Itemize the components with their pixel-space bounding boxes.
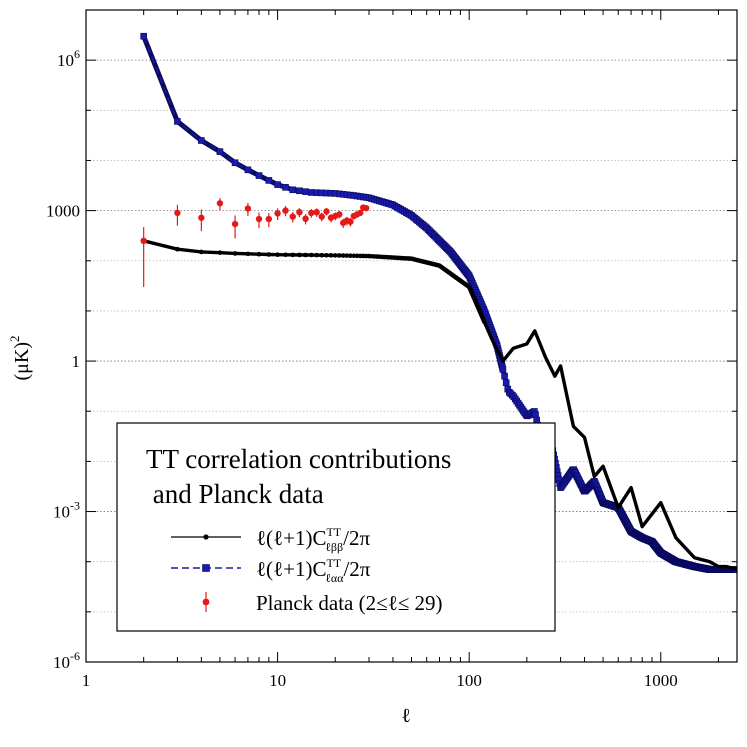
series-alpha-marker — [296, 187, 303, 195]
x-tick-label: 10 — [269, 671, 286, 690]
series-alpha-marker — [231, 159, 239, 167]
legend-entry-beta-suffix: /2π — [343, 526, 370, 550]
y-axis-label-exp: 2 — [7, 336, 22, 343]
series-beta-marker — [319, 252, 325, 258]
series-beta-marker — [348, 253, 353, 259]
series-beta-marker — [344, 253, 350, 258]
series-beta-marker — [290, 252, 296, 258]
legend-title-line1: TT correlation contributions — [146, 444, 451, 474]
legend-title-line2: and Planck data — [146, 479, 324, 509]
series-alpha-marker — [282, 184, 289, 191]
planck-point — [362, 204, 370, 212]
y-tick-label: 1 — [72, 352, 81, 371]
legend-entry-beta: ℓ(ℓ+1)CTT ℓββ/2π — [171, 525, 370, 554]
planck-point — [231, 220, 239, 228]
planck-point — [336, 211, 343, 218]
legend: TT correlation contributions and Planck … — [116, 422, 556, 632]
series-beta-marker — [303, 252, 308, 258]
series-beta-marker — [337, 253, 342, 258]
legend-entry-alpha-sub: ℓαα — [325, 571, 344, 585]
y-axis-label: (μK)2 — [7, 336, 33, 381]
x-tick-label: 100 — [456, 671, 482, 690]
series-alpha-marker — [255, 172, 263, 179]
series-alpha-marker — [501, 372, 508, 380]
series-alpha-marker — [274, 181, 281, 188]
series-beta-marker — [314, 252, 319, 258]
series-beta-marker — [199, 249, 204, 255]
series-alpha-marker — [289, 186, 297, 194]
planck-point — [255, 215, 263, 223]
y-axis-label-base: (μK) — [11, 342, 33, 381]
legend-entry-alpha-sup: TT — [326, 556, 341, 570]
planck-point — [198, 214, 205, 221]
plot-area — [140, 32, 737, 573]
planck-point — [308, 209, 315, 217]
legend-entry-beta-sub: ℓββ — [325, 540, 343, 554]
series-beta-marker — [324, 252, 329, 258]
series-beta-marker — [482, 319, 487, 325]
legend-entry-beta-prefix: ℓ(ℓ+1)C — [256, 526, 326, 550]
legend-entry-planck-text: Planck data (2≤ℓ≤ 29) — [256, 591, 442, 615]
planck-point — [313, 208, 320, 216]
series-alpha-marker — [499, 366, 507, 373]
legend-entry-alpha: ℓ(ℓ+1)CTT ℓαα/2π — [171, 556, 371, 585]
y-tick-label: 1000 — [46, 202, 80, 221]
series-alpha-marker — [265, 177, 273, 184]
y-tick-label: 10-3 — [53, 499, 80, 522]
planck-point — [265, 215, 273, 223]
planck-point — [282, 207, 289, 214]
series-beta-marker — [175, 246, 180, 252]
planck-point — [357, 209, 364, 217]
planck-point — [140, 237, 147, 245]
planck-point — [289, 213, 296, 220]
svg-text:(μK)2: (μK)2 — [7, 336, 33, 381]
y-tick-label: 106 — [57, 47, 80, 70]
series-beta-marker — [309, 252, 314, 258]
planck-point — [318, 213, 325, 220]
series-alpha-marker — [502, 379, 510, 386]
series-beta-marker — [297, 252, 302, 258]
series-beta-marker — [256, 251, 262, 257]
planck-point — [347, 218, 354, 225]
planck-point — [323, 208, 330, 215]
series-alpha-marker — [198, 137, 205, 144]
planck-point — [174, 209, 181, 217]
legend-box — [116, 422, 556, 632]
planck-point — [216, 200, 224, 207]
series-beta-marker — [275, 252, 280, 258]
series-alpha-marker — [302, 188, 309, 195]
series-alpha-marker — [244, 166, 252, 174]
series-alpha-marker — [216, 148, 224, 155]
x-axis-label: ℓ — [401, 705, 411, 727]
legend-entry-alpha-prefix: ℓ(ℓ+1)C — [256, 557, 326, 581]
series-beta-marker — [332, 253, 338, 258]
series-beta-marker — [328, 253, 334, 258]
legend-entry-alpha-suffix: /2π — [343, 557, 370, 581]
planck-point — [274, 210, 281, 217]
planck-point — [296, 208, 303, 216]
series-beta-marker — [351, 253, 357, 259]
series-beta-marker — [283, 252, 288, 258]
series-alpha-marker — [140, 32, 147, 40]
series-layer — [140, 32, 737, 573]
axis-ticks: 1 10 100 1000 10-6 10-3 1 1000 106 — [46, 9, 737, 690]
x-tick-label: 1 — [82, 671, 91, 690]
legend-entry-beta-sup: TT — [326, 525, 341, 539]
series-beta-marker — [232, 251, 238, 256]
legend-entry-planck: Planck data (2≤ℓ≤ 29) — [202, 591, 442, 615]
planck-point — [302, 215, 309, 222]
series-beta-marker — [340, 253, 346, 258]
x-tick-label: 1000 — [644, 671, 678, 690]
planck-point — [244, 205, 252, 212]
series-beta-marker — [217, 250, 223, 255]
series-beta-line — [143, 239, 737, 572]
y-tick-label: 10-6 — [53, 649, 80, 672]
series-beta-marker — [245, 251, 251, 257]
series-alpha-marker — [174, 118, 181, 125]
series-beta-marker — [266, 252, 272, 257]
